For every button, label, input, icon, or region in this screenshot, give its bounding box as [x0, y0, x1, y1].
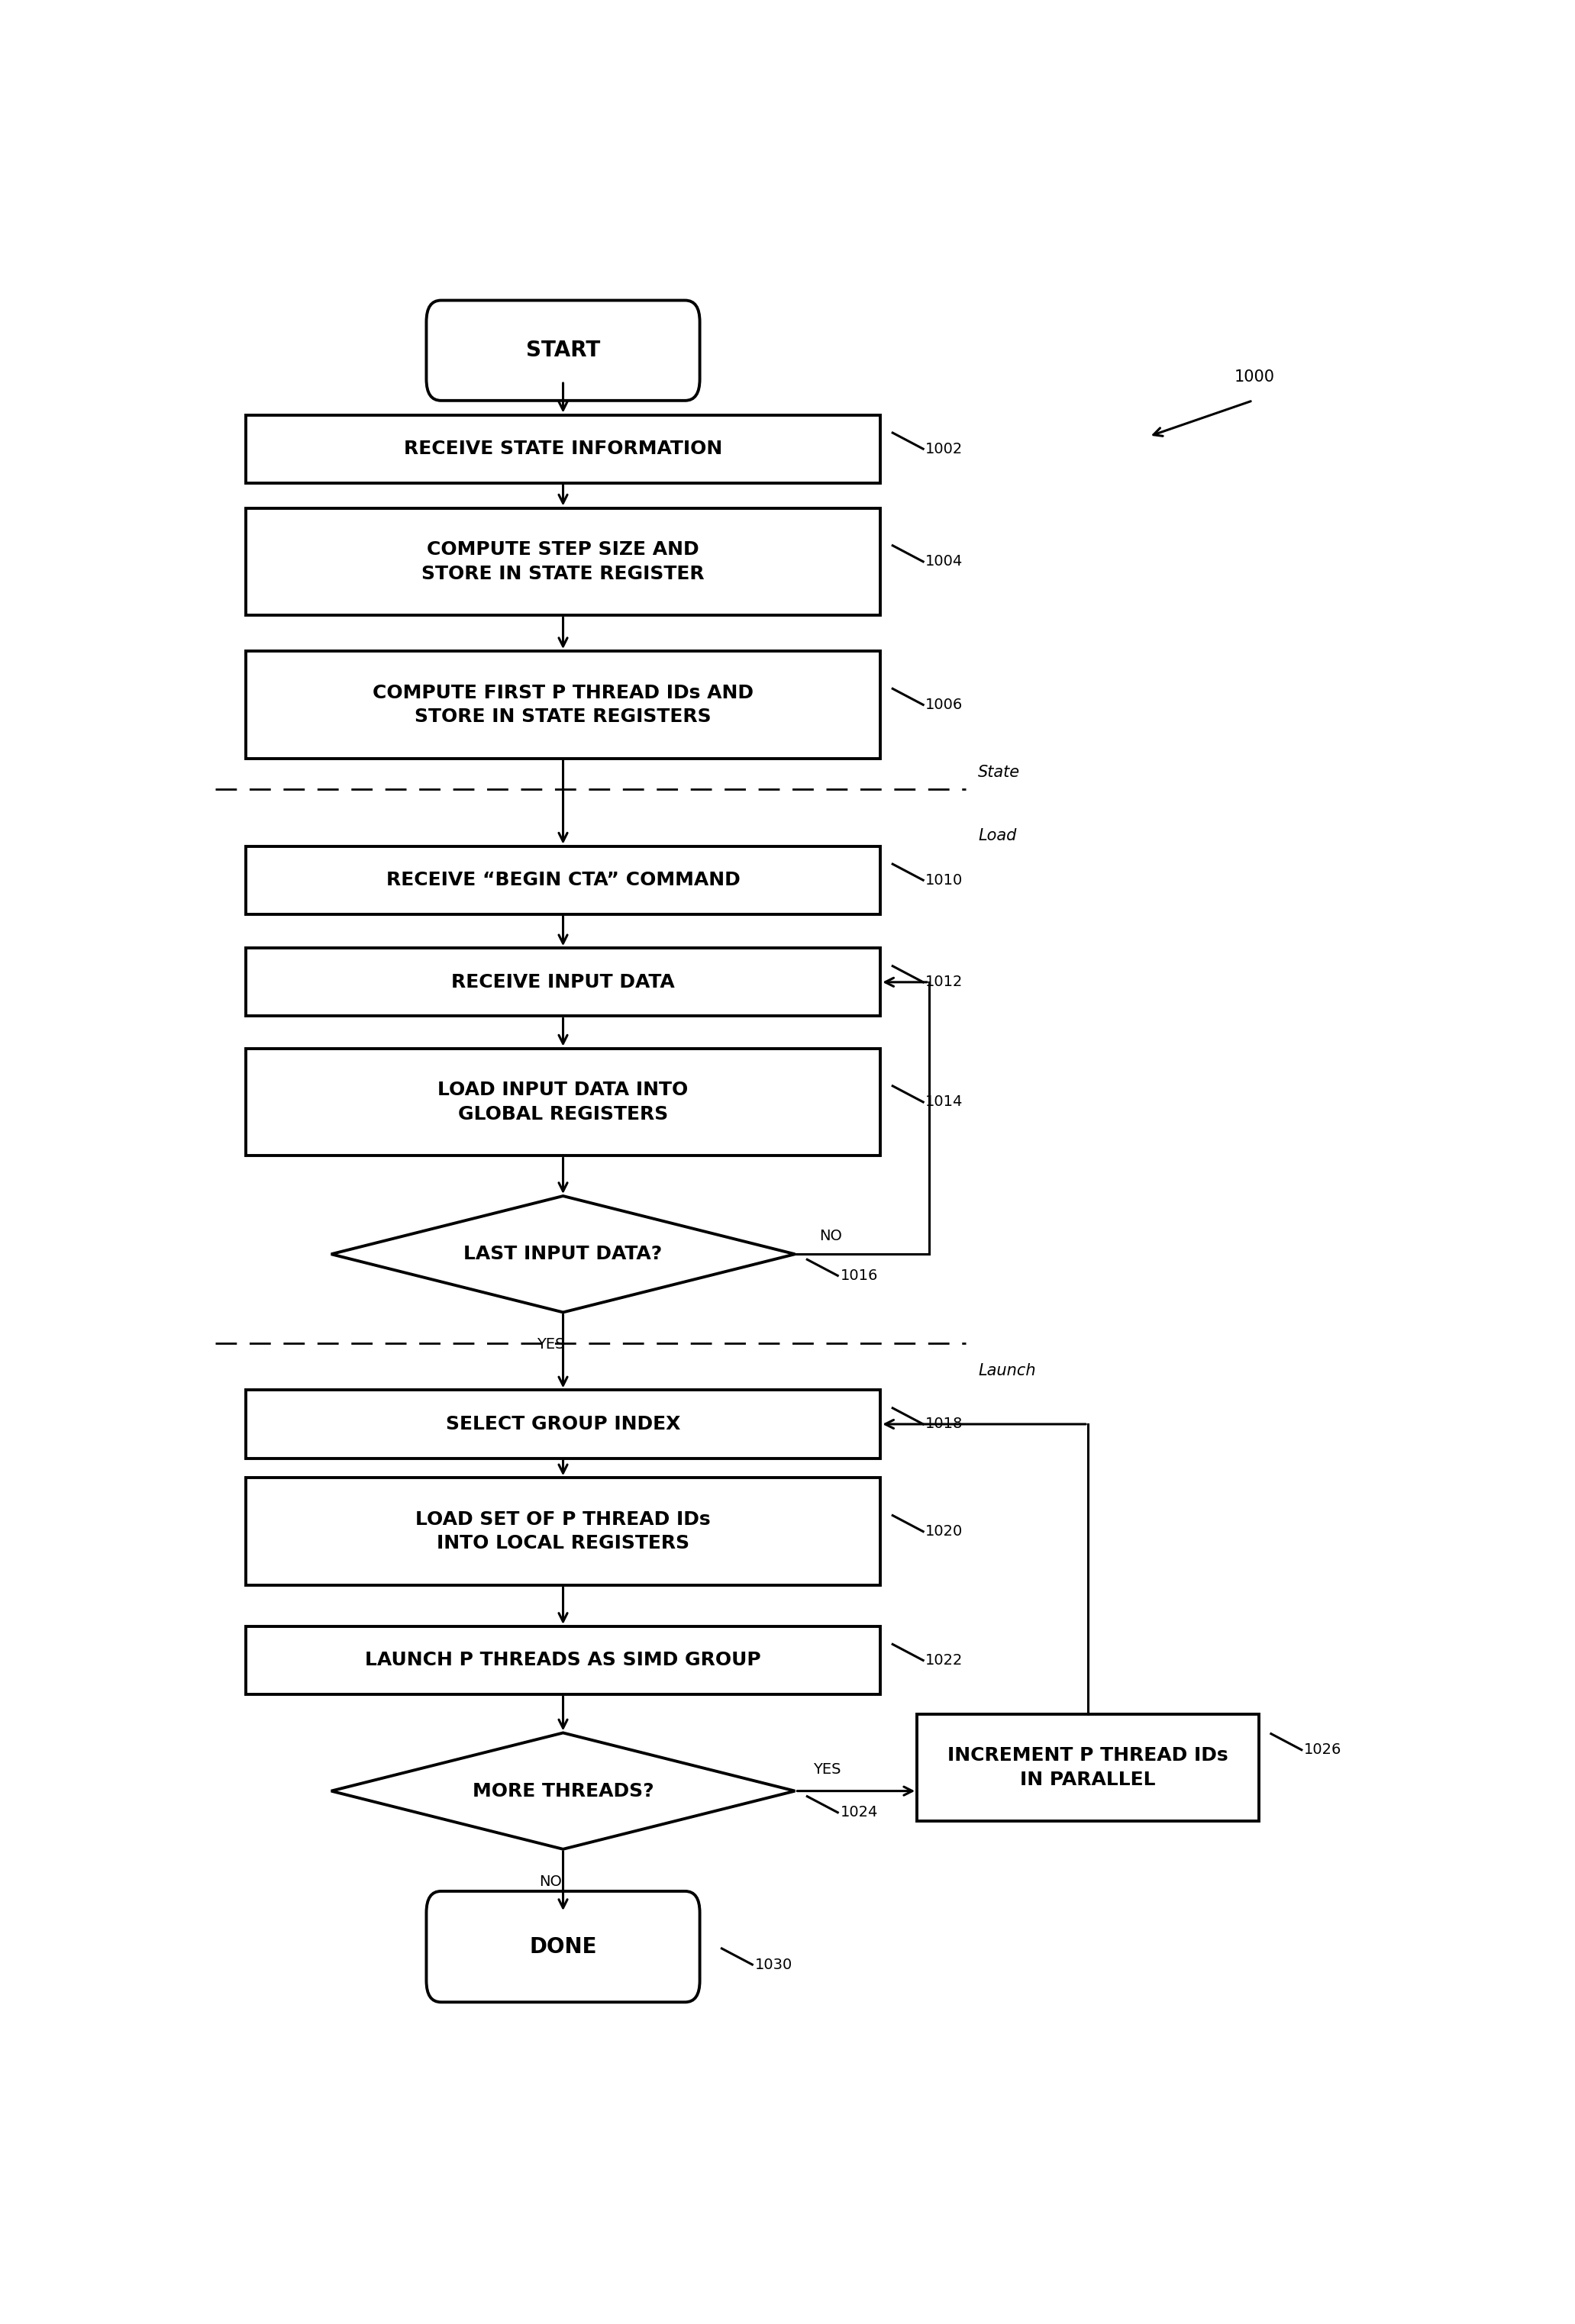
Text: 1010: 1010: [926, 874, 964, 888]
FancyBboxPatch shape: [427, 300, 699, 400]
Text: 1006: 1006: [926, 697, 964, 711]
Polygon shape: [331, 1197, 795, 1313]
Text: MORE THREADS?: MORE THREADS?: [472, 1783, 654, 1801]
FancyBboxPatch shape: [246, 1048, 880, 1155]
Text: NO: NO: [540, 1873, 562, 1889]
FancyBboxPatch shape: [246, 948, 880, 1016]
FancyBboxPatch shape: [246, 1478, 880, 1585]
Text: COMPUTE FIRST P THREAD IDs AND
STORE IN STATE REGISTERS: COMPUTE FIRST P THREAD IDs AND STORE IN …: [373, 683, 753, 725]
FancyBboxPatch shape: [246, 846, 880, 913]
Text: 1020: 1020: [926, 1525, 964, 1538]
Text: Launch: Launch: [978, 1362, 1036, 1378]
FancyBboxPatch shape: [427, 1892, 699, 2003]
Text: LAUNCH P THREADS AS SIMD GROUP: LAUNCH P THREADS AS SIMD GROUP: [365, 1650, 761, 1669]
Text: LOAD SET OF P THREAD IDs
INTO LOCAL REGISTERS: LOAD SET OF P THREAD IDs INTO LOCAL REGI…: [416, 1511, 710, 1552]
Text: 1000: 1000: [1235, 370, 1274, 386]
Text: 1022: 1022: [926, 1652, 964, 1669]
Text: YES: YES: [537, 1336, 565, 1353]
Text: RECEIVE STATE INFORMATION: RECEIVE STATE INFORMATION: [403, 439, 723, 458]
FancyBboxPatch shape: [246, 416, 880, 483]
Text: 1012: 1012: [926, 974, 964, 990]
Text: 1014: 1014: [926, 1095, 964, 1109]
Text: State: State: [978, 765, 1021, 781]
FancyBboxPatch shape: [246, 509, 880, 616]
Text: 1024: 1024: [839, 1806, 877, 1820]
FancyBboxPatch shape: [917, 1715, 1258, 1822]
Text: COMPUTE STEP SIZE AND
STORE IN STATE REGISTER: COMPUTE STEP SIZE AND STORE IN STATE REG…: [422, 541, 704, 583]
Text: LOAD INPUT DATA INTO
GLOBAL REGISTERS: LOAD INPUT DATA INTO GLOBAL REGISTERS: [438, 1081, 688, 1122]
Text: 1018: 1018: [926, 1418, 964, 1432]
Text: YES: YES: [813, 1762, 841, 1778]
Text: 1002: 1002: [926, 442, 964, 456]
Text: 1016: 1016: [839, 1269, 877, 1283]
Text: RECEIVE INPUT DATA: RECEIVE INPUT DATA: [452, 974, 674, 992]
Text: START: START: [526, 339, 600, 360]
FancyBboxPatch shape: [246, 651, 880, 758]
Text: DONE: DONE: [529, 1936, 597, 1957]
Text: SELECT GROUP INDEX: SELECT GROUP INDEX: [446, 1415, 680, 1434]
Text: Load: Load: [978, 827, 1016, 844]
Text: 1030: 1030: [754, 1957, 792, 1971]
Polygon shape: [331, 1734, 795, 1850]
Text: RECEIVE “BEGIN CTA” COMMAND: RECEIVE “BEGIN CTA” COMMAND: [386, 872, 740, 890]
Text: 1004: 1004: [926, 555, 964, 569]
Text: LAST INPUT DATA?: LAST INPUT DATA?: [463, 1246, 663, 1264]
Text: INCREMENT P THREAD IDs
IN PARALLEL: INCREMENT P THREAD IDs IN PARALLEL: [948, 1748, 1228, 1789]
Text: NO: NO: [819, 1229, 843, 1243]
Text: 1026: 1026: [1304, 1743, 1342, 1757]
FancyBboxPatch shape: [246, 1390, 880, 1457]
FancyBboxPatch shape: [246, 1627, 880, 1694]
